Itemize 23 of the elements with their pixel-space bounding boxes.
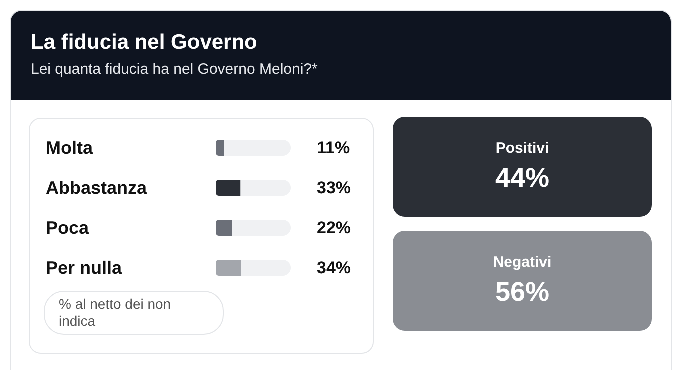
category-label: Negativi xyxy=(493,254,552,271)
category-label: Positivi xyxy=(496,140,550,157)
data-label: 22% xyxy=(317,218,352,238)
bar xyxy=(216,140,224,156)
y-tick-label: Per nulla xyxy=(46,258,124,278)
y-tick-label: Molta xyxy=(46,138,94,158)
chart-title: La fiducia nel Governo xyxy=(31,31,258,55)
data-label: 34% xyxy=(317,258,352,278)
y-tick-label: Poca xyxy=(46,218,90,238)
y-tick-label: Abbastanza xyxy=(46,178,148,198)
text: % al netto dei non indica xyxy=(44,291,224,335)
text: 56% xyxy=(495,277,550,307)
bar xyxy=(216,180,241,196)
data-label: 11% xyxy=(317,138,350,158)
bar xyxy=(216,220,232,236)
bar xyxy=(224,140,291,156)
bar xyxy=(216,260,242,276)
bar xyxy=(240,180,291,196)
data-label: 33% xyxy=(317,178,352,198)
bar xyxy=(232,220,291,236)
text: 44% xyxy=(495,163,550,193)
bar xyxy=(242,260,291,276)
chart-subtitle: Lei quanta fiducia ha nel Governo Meloni?* xyxy=(31,61,319,78)
